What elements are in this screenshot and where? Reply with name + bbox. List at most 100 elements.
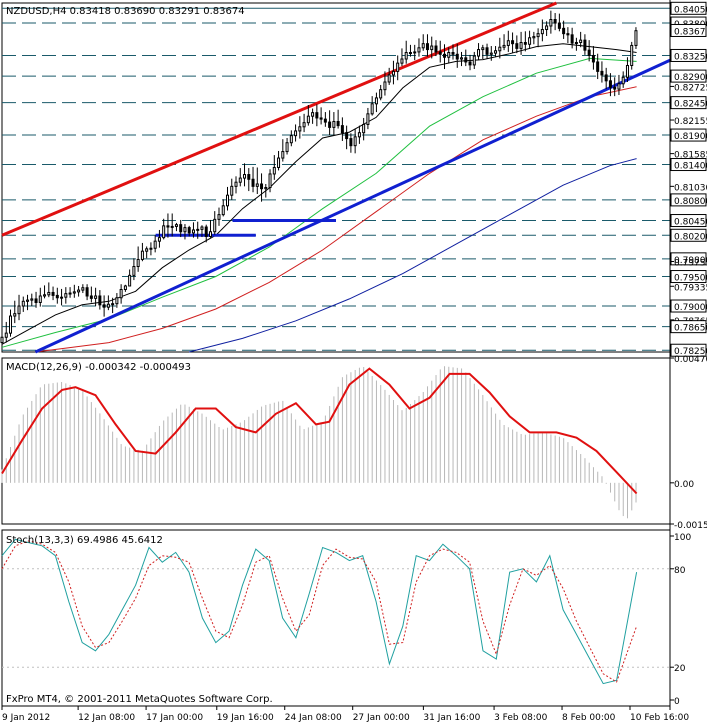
time-tick-label: 24 Jan 08:00 [285, 713, 342, 723]
candle [336, 109, 340, 129]
candle [60, 288, 64, 306]
candle [528, 30, 532, 49]
candle-body [243, 174, 247, 179]
candle [166, 213, 170, 238]
price-level-box [670, 158, 707, 172]
candle-body [464, 57, 468, 63]
candle [357, 125, 361, 144]
candle [400, 48, 404, 67]
candle-body [340, 125, 344, 134]
candle-body [472, 55, 476, 66]
macd-title: MACD(12,26,9) -0.000342 -0.000493 [6, 362, 191, 373]
candle-body [477, 49, 481, 57]
candle-body [511, 40, 515, 45]
price-tick-label: 0.82725 [674, 83, 707, 93]
candle [298, 116, 302, 139]
candle [128, 269, 132, 287]
candle-body [442, 53, 446, 58]
stoch-frame [1, 529, 671, 707]
candle-body [489, 52, 493, 55]
candle [102, 295, 106, 317]
candle-body [68, 292, 72, 295]
time-tick-label: 27 Jan 00:00 [353, 713, 410, 723]
time-axis: 9 Jan 2012 12 Jan 08:00 17 Jan 00:00 19 Jan… [1, 706, 689, 723]
candle [264, 183, 268, 198]
candle-body [332, 120, 336, 128]
candle-body [528, 37, 532, 45]
candle [502, 34, 506, 51]
candle-body [630, 44, 634, 66]
candle-body [596, 61, 600, 72]
time-tick-label: 8 Feb 00:00 [562, 713, 616, 723]
candle [562, 20, 566, 39]
candle [21, 296, 25, 312]
candle-body [536, 33, 540, 38]
candle [221, 199, 225, 217]
candle-body [540, 29, 544, 35]
candle [140, 242, 144, 262]
candle [387, 67, 391, 85]
candle-body [247, 174, 251, 180]
candle-body [604, 74, 608, 82]
candle [196, 221, 200, 239]
macd-tick-label: 0.00 [674, 480, 694, 490]
candle-body [289, 135, 293, 144]
candle [234, 176, 238, 194]
candle-body [85, 287, 89, 297]
candle-body [251, 178, 255, 187]
candle [421, 34, 425, 51]
trendline-support [34, 58, 671, 354]
candle-body [191, 229, 195, 234]
candle [81, 284, 85, 294]
candle [187, 225, 191, 237]
candle [243, 163, 247, 187]
candle [183, 224, 187, 240]
candle [383, 71, 387, 96]
candle [170, 213, 174, 237]
candle [251, 166, 255, 193]
candle [523, 31, 527, 52]
price-tick-label: 0.82155 [674, 117, 707, 127]
candle-body [213, 218, 217, 233]
candle-body [187, 227, 191, 234]
candle-body [30, 298, 34, 301]
candle-body [396, 62, 400, 72]
candle-body [234, 181, 238, 187]
macd-tick-label: -0.00155 [674, 521, 707, 531]
candle-body [47, 291, 51, 296]
candle [460, 51, 464, 67]
candle [4, 321, 8, 343]
candle-body [591, 54, 595, 63]
candle [468, 54, 472, 71]
candle [553, 13, 557, 31]
price-tick-label: 0.79755 [674, 259, 707, 269]
candle [587, 40, 591, 62]
candle [442, 44, 446, 70]
stoch-tick-label: 80 [674, 566, 686, 576]
candle [204, 224, 208, 243]
candle-body [557, 22, 561, 29]
stoch-tick-label: 0 [674, 697, 680, 707]
candle-body [387, 74, 391, 83]
candle-body [447, 52, 451, 58]
candle-body [128, 274, 132, 287]
candle [268, 169, 272, 193]
time-tick-label: 17 Jan 00:00 [146, 713, 203, 723]
price-level-box [670, 320, 707, 334]
price-level-box [670, 48, 707, 62]
candle [477, 43, 481, 61]
candle-body [345, 132, 349, 140]
candle-body [311, 112, 315, 117]
candle-body [485, 47, 489, 55]
candle [608, 73, 612, 97]
candle-body [230, 185, 234, 196]
candle-body [302, 122, 306, 128]
candle-body [285, 142, 289, 153]
